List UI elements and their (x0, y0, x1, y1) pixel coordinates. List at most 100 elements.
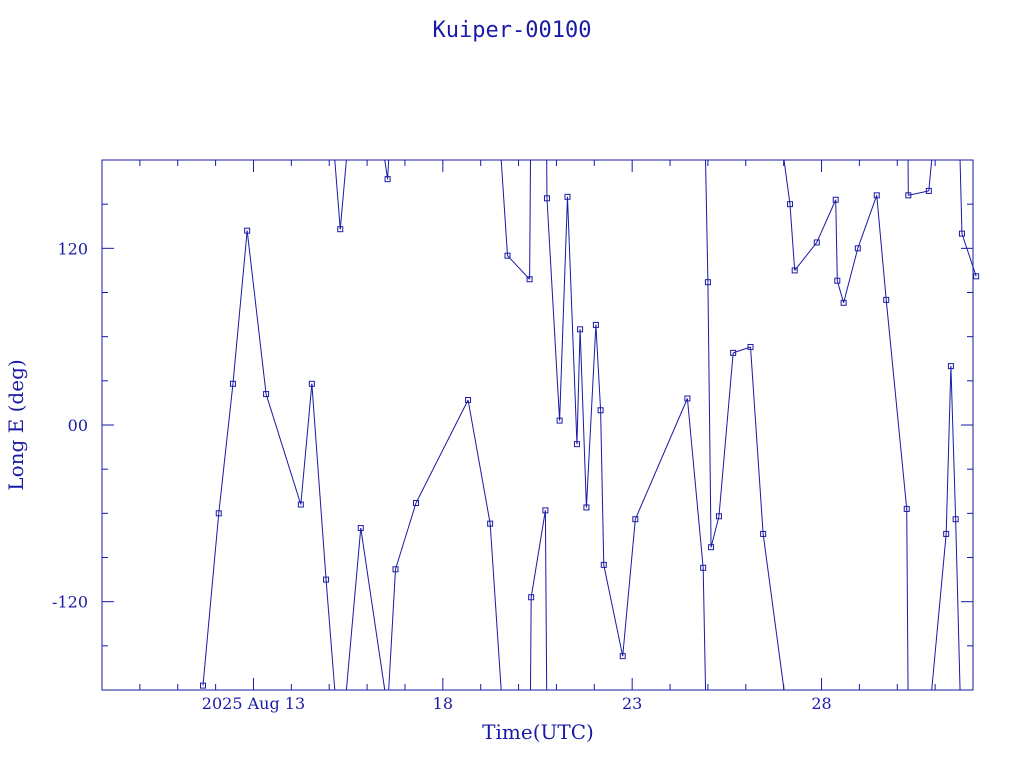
data-point (487, 520, 494, 527)
series-line (585, 324, 597, 508)
data-point (297, 501, 304, 508)
data-point (832, 196, 839, 203)
data-point (925, 187, 932, 194)
data-point (199, 682, 206, 689)
series-line (232, 230, 248, 384)
data-point (947, 363, 954, 370)
data-point (573, 441, 580, 448)
chart-title: Kuiper-00100 (433, 18, 592, 43)
data-point (747, 343, 754, 350)
series-line (489, 523, 502, 691)
data-point (384, 176, 391, 183)
data-point (526, 276, 533, 283)
series-line (789, 204, 796, 271)
series-line (595, 324, 602, 411)
series-line (218, 383, 234, 514)
data-point (413, 500, 420, 507)
series-line (265, 393, 302, 505)
y-axis-label: Long E (deg) (4, 359, 28, 490)
data-point (854, 245, 861, 252)
data-point (883, 296, 890, 303)
series-line (622, 519, 636, 657)
series-line (395, 502, 417, 570)
ticks-layer: 2025 Aug 13 18 23 28 120 00 -120 (52, 160, 973, 713)
x-tick-label: 23 (622, 694, 642, 713)
data-point (600, 561, 607, 568)
series-line (836, 280, 845, 303)
series-line (794, 242, 818, 271)
series-line (600, 410, 605, 565)
series-line (546, 198, 561, 421)
series-line (959, 159, 963, 234)
series-line (339, 159, 347, 230)
series-line (579, 329, 587, 508)
data-point (684, 395, 691, 402)
data-point (592, 321, 599, 328)
x-axis-label: Time(UTC) (482, 720, 594, 744)
series-line (360, 527, 386, 691)
data-point (943, 530, 950, 537)
data-point (813, 239, 820, 246)
series-line (876, 195, 887, 300)
series-line (384, 159, 389, 180)
x-tick-label: 2025 Aug 13 (202, 694, 305, 713)
series-line (345, 528, 362, 691)
series-line (566, 196, 578, 445)
data-point (229, 380, 236, 387)
series-line (816, 199, 837, 243)
data-point (583, 504, 590, 511)
series-line (507, 255, 530, 280)
plot-frame (101, 159, 974, 691)
data-point (244, 227, 251, 234)
data-point (840, 299, 847, 306)
series-line (388, 569, 396, 691)
data-point (791, 267, 798, 274)
data-point (577, 326, 584, 333)
data-point (465, 396, 472, 403)
data-point (619, 653, 626, 660)
data-point (834, 277, 841, 284)
data-point (903, 505, 910, 512)
y-tick-label: 120 (57, 239, 88, 258)
series-line (950, 366, 957, 520)
series-line (885, 299, 908, 509)
series-line (931, 533, 947, 691)
data-point (704, 279, 711, 286)
series-line (334, 159, 341, 230)
series-line (387, 159, 390, 180)
data-point (730, 349, 737, 356)
series-line (906, 508, 909, 691)
data-point (715, 513, 722, 520)
series-line (945, 366, 952, 534)
series-line (762, 533, 785, 691)
data-point (323, 576, 330, 583)
series-line (718, 352, 734, 517)
series-line (707, 282, 712, 548)
series-line (961, 233, 977, 277)
series-line (835, 199, 838, 281)
data-point (760, 530, 767, 537)
data-point (263, 391, 270, 398)
data-point (504, 252, 511, 259)
series-line (530, 510, 546, 598)
series-line (576, 329, 581, 445)
data-point (973, 273, 980, 280)
series-layer (202, 159, 977, 691)
series-line (783, 159, 791, 205)
data-point (708, 544, 715, 551)
series-line (559, 196, 568, 421)
data-point (357, 525, 364, 532)
data-point (958, 230, 965, 237)
data-point (700, 564, 707, 571)
series-line (705, 159, 709, 283)
series-line (843, 248, 859, 303)
series-line (702, 567, 707, 691)
series-line (202, 513, 220, 686)
data-point (556, 417, 563, 424)
data-point (952, 516, 959, 523)
series-line (710, 516, 720, 548)
series-line (686, 398, 704, 568)
data-point (392, 566, 399, 573)
series-line (928, 159, 933, 191)
